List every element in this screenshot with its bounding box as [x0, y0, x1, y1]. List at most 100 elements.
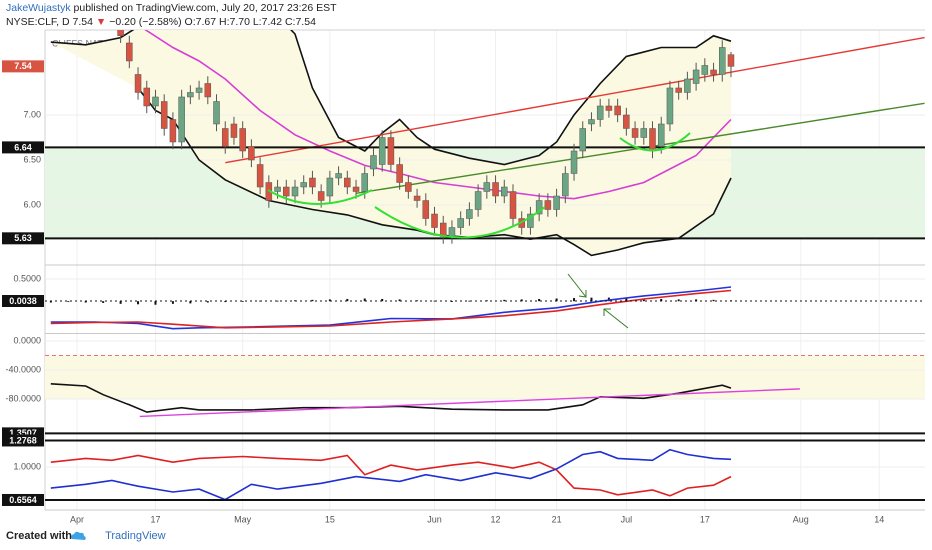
y-tick-label: 6.00 [23, 199, 41, 209]
logo-cloud [71, 531, 86, 540]
candle-body [692, 69, 700, 84]
candle-body [527, 213, 534, 228]
panel [45, 278, 925, 330]
cup-arc [374, 206, 546, 239]
price-box [2, 60, 44, 73]
price-box [2, 232, 44, 245]
candle-body [335, 173, 342, 179]
candle-body [649, 128, 656, 152]
footer: Created with TradingView [6, 530, 166, 542]
histogram-bar [206, 301, 209, 303]
x-tick-label: 15 [325, 514, 335, 524]
histogram-bar [642, 298, 645, 302]
candle-body [701, 65, 709, 75]
candle-body [501, 186, 508, 197]
histogram-bar [293, 300, 296, 302]
histogram-bar [346, 298, 349, 302]
series-line [50, 289, 732, 329]
histogram-bar [276, 300, 279, 302]
candle-body [405, 182, 412, 192]
arrow [567, 273, 587, 298]
candle-body [431, 213, 438, 228]
histogram-bar [171, 301, 174, 304]
symbol-line: NYSE:CLF, D 7.54 ▼ −0.20 (−2.58%) O:7.67… [6, 16, 316, 28]
candle-body [396, 164, 403, 183]
brand[interactable]: TradingView [105, 530, 166, 542]
x-tick-label: 21 [552, 514, 562, 524]
price-box-label: 1.2768 [9, 435, 37, 445]
candle-body [230, 123, 238, 138]
candle-body [291, 186, 299, 197]
last-price: 7.54 [72, 16, 93, 28]
candle-body [684, 78, 691, 93]
direction: ▼ [95, 16, 107, 28]
histogram-bar [84, 301, 87, 303]
candle-body [588, 119, 595, 125]
created-with: Created with [6, 530, 73, 542]
histogram-bar [503, 299, 506, 302]
histogram-bar [224, 301, 227, 303]
histogram-bar [538, 298, 541, 302]
y-tick-label: -80.0000 [5, 393, 41, 403]
arrow-head [578, 290, 587, 298]
x-tick-label: Apr [70, 514, 84, 524]
header-line: JakeWujastyk published on TradingView.co… [6, 2, 337, 14]
histogram-bar [625, 298, 628, 302]
candle-body [474, 191, 482, 210]
x-tick-label: May [234, 514, 252, 524]
y-tick-label: 1.0000 [13, 461, 41, 471]
trend-line [225, 36, 925, 164]
x-tick-label: Aug [793, 514, 809, 524]
histogram-bar [154, 301, 157, 305]
candle-body [239, 128, 246, 152]
candle-body [535, 200, 543, 215]
histogram-bar [573, 298, 576, 302]
candle-body [221, 128, 229, 147]
arrow-head [603, 308, 611, 316]
candle-body [387, 137, 395, 165]
ohlc-open: O:7.67 [184, 16, 217, 28]
ohlc-low: L:7.42 [252, 16, 283, 28]
histogram-bar [677, 299, 680, 302]
cup-arc [267, 189, 373, 205]
logo [71, 531, 86, 540]
histogram-bar [137, 301, 140, 305]
price-box [2, 434, 44, 447]
price-box [2, 295, 44, 308]
y-tick-label: 0.0000 [13, 335, 41, 345]
author[interactable]: JakeWujastyk [6, 2, 71, 14]
histogram-bar [328, 299, 331, 302]
candle-body [579, 128, 586, 152]
price-box-label: 0.0038 [9, 296, 37, 306]
candle-body [317, 191, 325, 201]
histogram-bar [363, 298, 366, 302]
candle-body [666, 87, 674, 125]
candle-body [544, 200, 552, 210]
series-line [50, 286, 732, 330]
cup-arc [619, 132, 691, 152]
candle-body [326, 177, 334, 197]
candle-body [466, 209, 473, 219]
candle-body [614, 105, 621, 116]
annotations [267, 132, 691, 329]
series-line [144, 30, 732, 200]
x-tick-label: 17 [150, 514, 160, 524]
price-box-label: 1.3507 [9, 428, 37, 438]
histogram-bar [468, 300, 471, 302]
candle-body [160, 101, 168, 129]
candle-body [657, 123, 665, 147]
candle-body [727, 54, 735, 67]
candle-body [169, 119, 177, 143]
candle-body [134, 74, 142, 93]
panel [45, 30, 925, 257]
panel [45, 432, 925, 501]
candle-body [204, 83, 212, 98]
y-tick-label: 0.5000 [13, 273, 41, 283]
symbol: NYSE:CLF, D [6, 16, 70, 28]
x-tick-label: Jun [427, 514, 442, 524]
candle-body [439, 222, 447, 237]
candle-body [195, 87, 203, 93]
price-box-label: 6.64 [14, 142, 32, 152]
histogram-bar [450, 301, 453, 302]
